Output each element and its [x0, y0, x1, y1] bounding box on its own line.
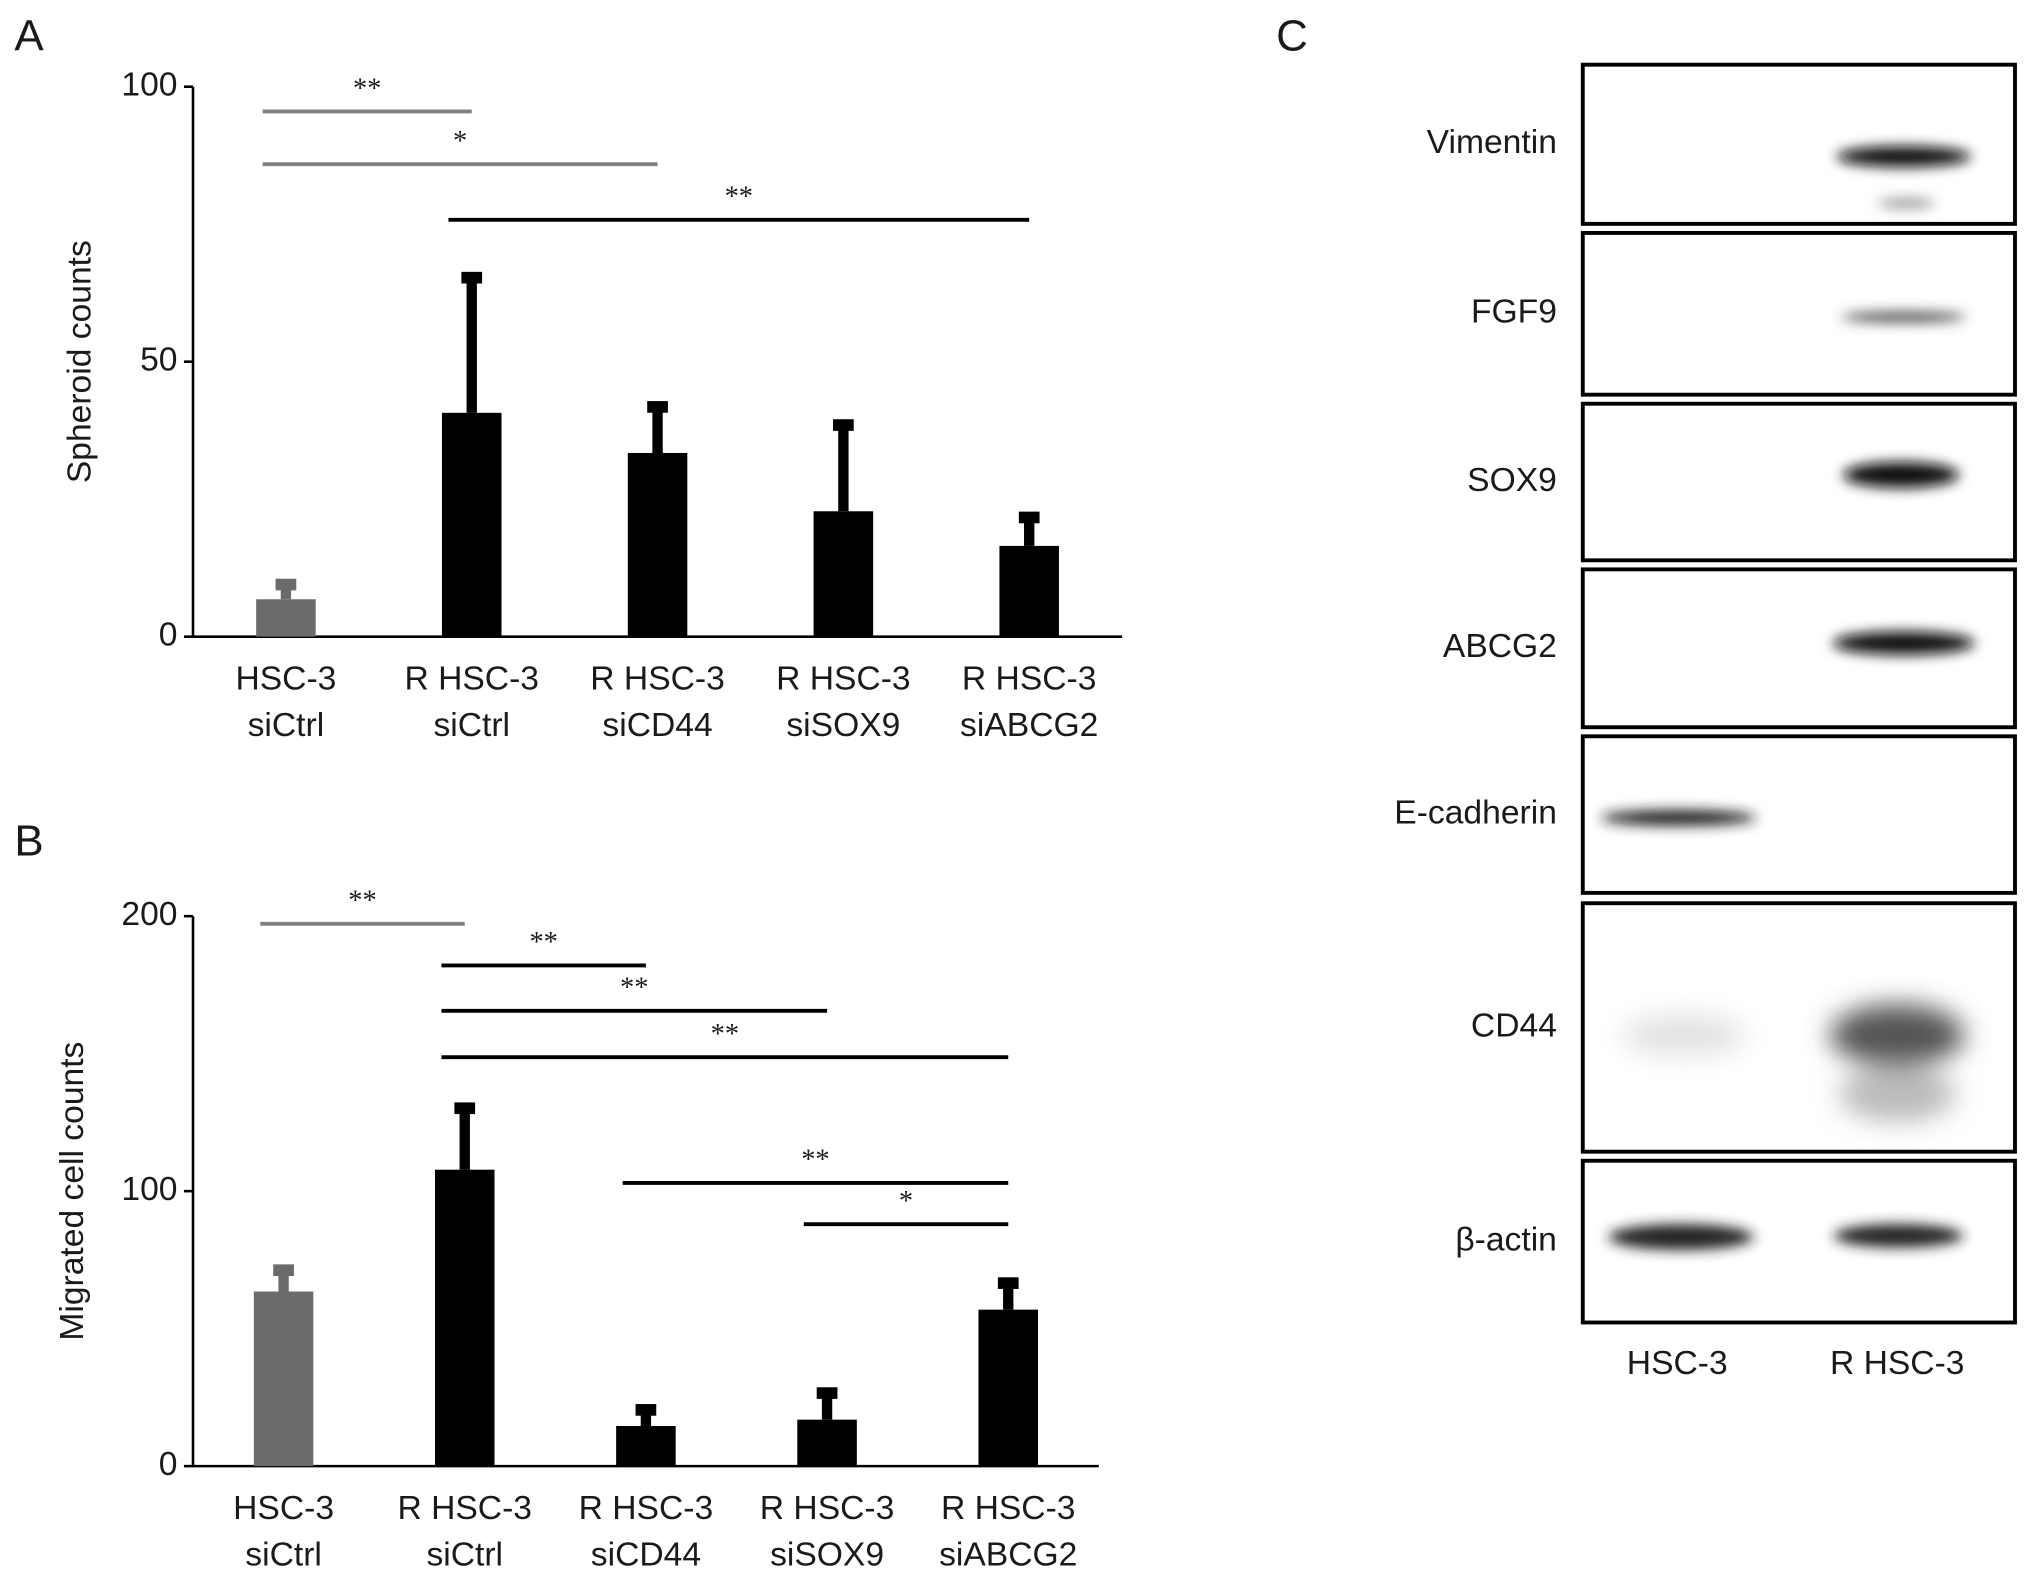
blot-frame	[1580, 1158, 2017, 1325]
significance-label: *	[453, 126, 467, 157]
x-tick-label: siCtrl	[248, 707, 325, 744]
blot-frame	[1580, 567, 2017, 730]
blot-frame	[1580, 62, 2017, 226]
y-tick-label: 200	[121, 896, 177, 933]
x-tick-label: R HSC-3	[776, 661, 911, 698]
bar	[978, 1309, 1038, 1467]
error-cap	[833, 419, 854, 431]
y-tick-label: 0	[159, 617, 178, 654]
panel-label: B	[14, 816, 43, 865]
x-tick-label: R HSC-3	[404, 661, 539, 698]
bar	[434, 1169, 495, 1467]
significance-label: **	[711, 1019, 739, 1050]
bar	[797, 1419, 857, 1467]
x-tick-label: R HSC-3	[760, 1490, 895, 1527]
y-tick-label: 0	[159, 1446, 178, 1483]
lane-label: R HSC-3	[1830, 1345, 1965, 1382]
x-tick-label: R HSC-3	[941, 1490, 1076, 1527]
x-tick-label: siCtrl	[245, 1537, 322, 1574]
bar	[256, 599, 316, 637]
bar	[627, 452, 688, 637]
x-tick-label: siCD44	[591, 1537, 701, 1574]
blot-frame	[1580, 734, 2017, 895]
error-cap	[454, 1102, 476, 1115]
row-label: CD44	[1471, 1007, 1557, 1044]
error-cap	[647, 401, 668, 413]
x-tick-label: R HSC-3	[590, 661, 725, 698]
x-tick-label: HSC-3	[233, 1490, 334, 1527]
panel-label: A	[14, 11, 44, 60]
significance-label: **	[620, 973, 648, 1004]
y-tick-label: 50	[140, 342, 177, 379]
x-tick-label: siCtrl	[426, 1537, 503, 1574]
bar	[999, 545, 1059, 637]
x-tick-label: siCD44	[602, 707, 712, 744]
error-cap	[273, 1264, 294, 1277]
row-label: ABCG2	[1443, 628, 1557, 665]
row-label: Vimentin	[1427, 124, 1557, 161]
bar	[441, 412, 502, 637]
blot-frame	[1580, 230, 2017, 397]
significance-label: **	[348, 886, 376, 917]
error-cap	[275, 578, 297, 591]
x-tick-label: R HSC-3	[397, 1490, 532, 1527]
x-tick-label: HSC-3	[235, 661, 336, 698]
x-tick-label: siCtrl	[433, 707, 510, 744]
y-tick-label: 100	[121, 67, 177, 104]
significance-label: **	[529, 927, 557, 958]
error-cap	[1018, 511, 1040, 524]
significance-label: **	[353, 73, 381, 104]
bands	[1621, 1004, 1965, 1122]
x-tick-label: siSOX9	[786, 707, 900, 744]
y-tick-label: 100	[121, 1171, 177, 1208]
x-tick-label: siABCG2	[939, 1537, 1077, 1574]
row-label: FGF9	[1471, 294, 1557, 331]
blot-frame	[1580, 901, 2017, 1154]
row-label: E-cadherin	[1394, 794, 1557, 831]
lane-label: HSC-3	[1627, 1345, 1728, 1382]
error-cap	[816, 1387, 838, 1399]
error-cap	[635, 1404, 657, 1416]
significance-label: **	[801, 1145, 829, 1176]
bar	[616, 1425, 676, 1467]
bands	[1600, 146, 1975, 1251]
panel-label: C	[1276, 11, 1308, 60]
x-tick-label: siABCG2	[960, 707, 1098, 744]
error-cap	[997, 1277, 1019, 1289]
x-tick-label: R HSC-3	[579, 1490, 714, 1527]
bar	[813, 511, 874, 637]
y-axis-label: Spheroid counts	[62, 240, 99, 483]
error-cap	[461, 271, 483, 284]
x-tick-label: R HSC-3	[962, 661, 1097, 698]
row-label: SOX9	[1467, 462, 1557, 499]
bar	[253, 1291, 314, 1467]
western-blot	[1580, 62, 2017, 1325]
blot-frame	[1580, 401, 2017, 563]
significance-label: *	[899, 1186, 913, 1217]
row-label: β-actin	[1455, 1222, 1557, 1259]
y-axis-label: Migrated cell counts	[54, 1042, 91, 1341]
significance-label: **	[725, 182, 753, 213]
x-tick-label: siSOX9	[770, 1537, 884, 1574]
